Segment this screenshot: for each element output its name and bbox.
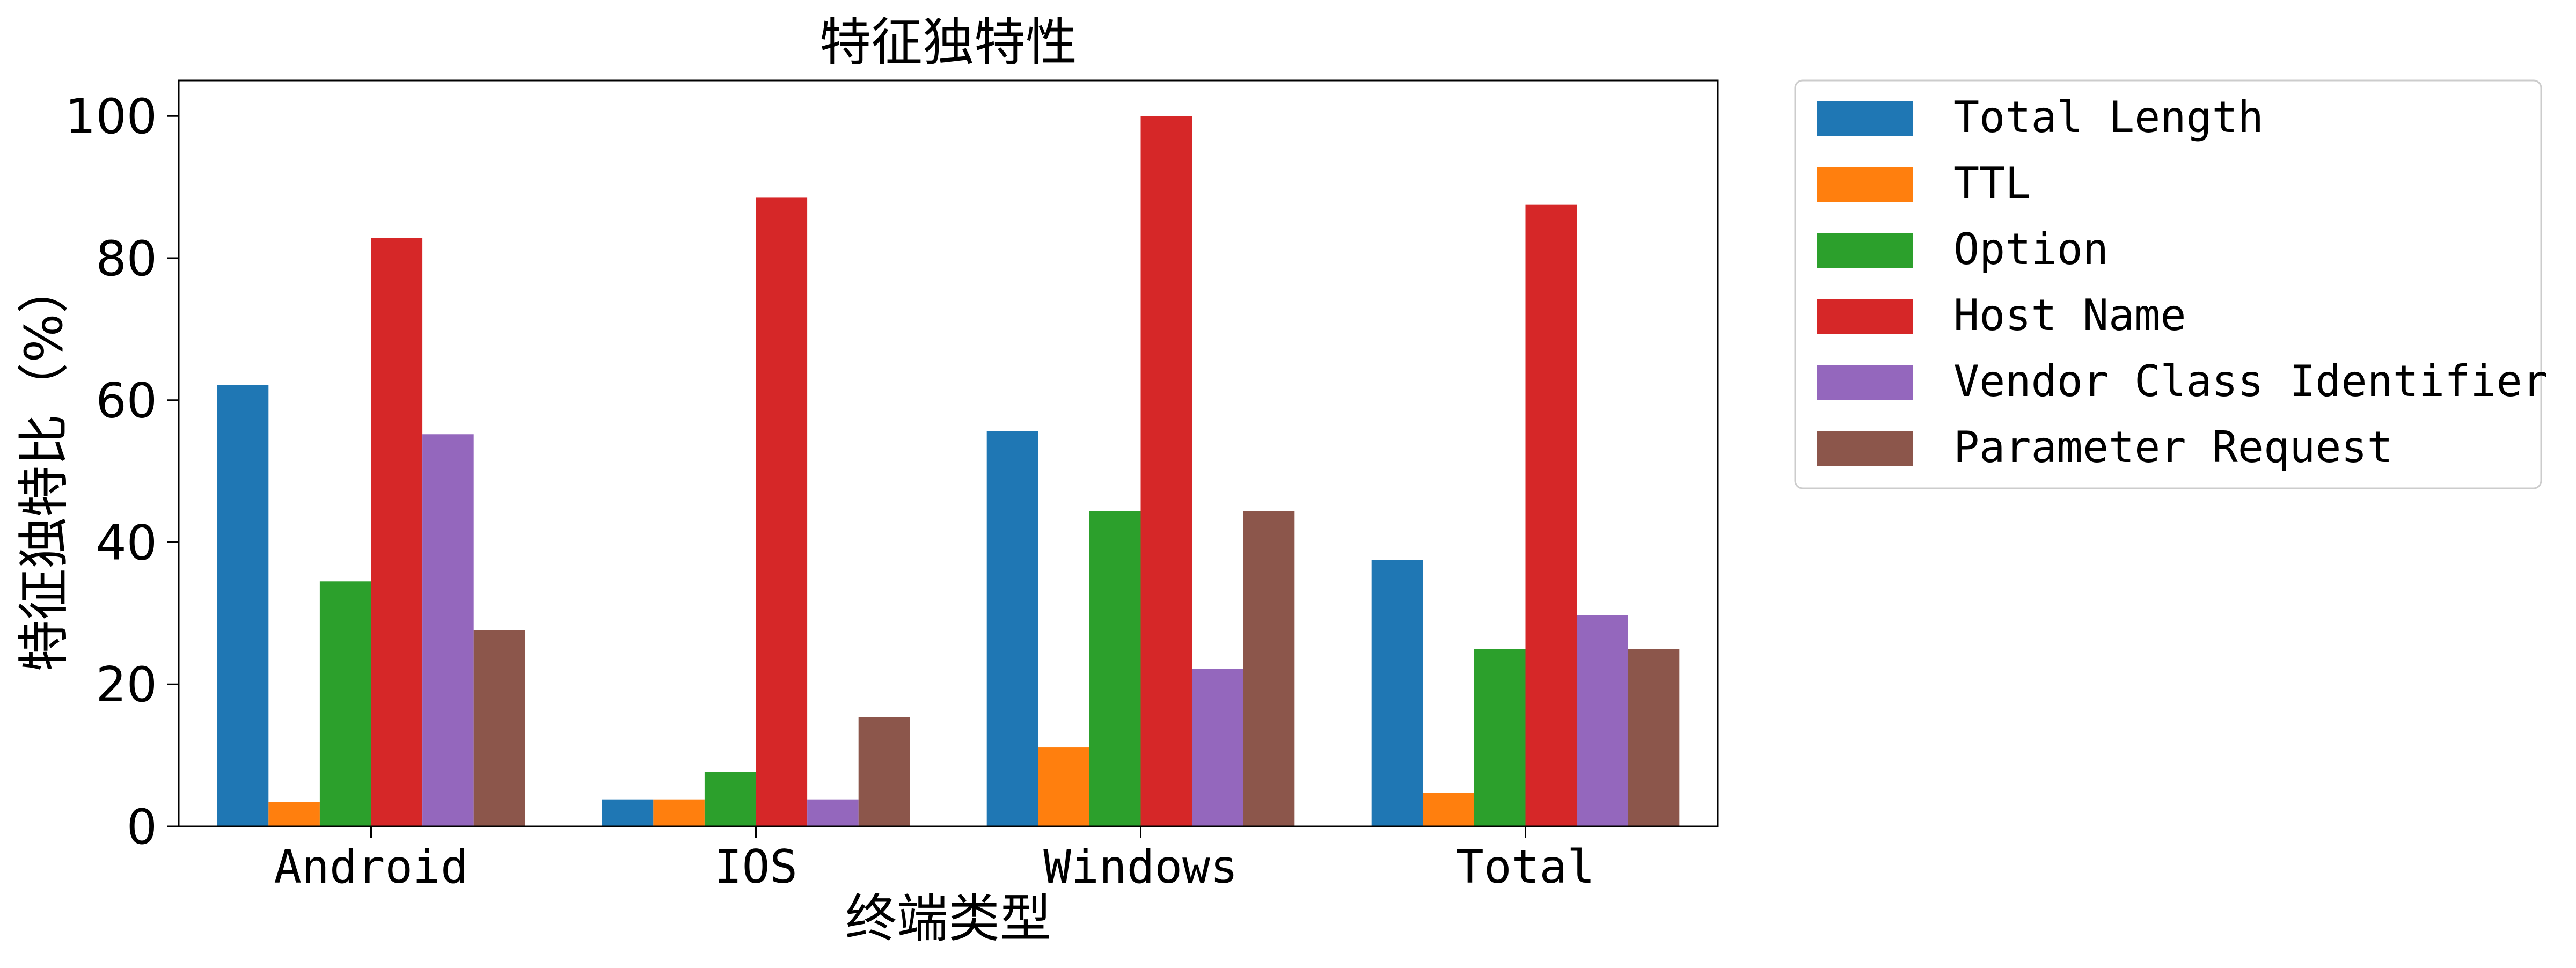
bar-option-android [319, 581, 371, 826]
bar-ttl-total [1423, 793, 1474, 826]
legend-label-ttl: TTL [1953, 158, 2031, 208]
bars-layer [217, 116, 1680, 827]
legend: Total Length TTL Option Host Name Vendor Cla… [1794, 79, 2548, 489]
bar-vendor-class-identifier-total [1577, 615, 1628, 826]
legend-swatch-option [1817, 233, 1913, 268]
bar-ttl-ios [653, 799, 705, 826]
legend-swatch-vendor-class-identifier [1817, 365, 1913, 400]
bar-vendor-class-identifier-ios [807, 799, 859, 826]
legend-swatch-ttl [1817, 167, 1913, 202]
bar-host-name-windows [1140, 116, 1192, 827]
chart-title: 特征独特性 [819, 12, 1077, 72]
bar-vendor-class-identifier-android [422, 434, 474, 826]
legend-label-host-name: Host Name [1953, 290, 2186, 340]
bar-total-length-total [1371, 560, 1423, 826]
legend-label-total-length: Total Length [1953, 92, 2264, 142]
bar-ttl-windows [1038, 747, 1089, 826]
legend-label-parameter-request: Parameter Request [1953, 422, 2393, 472]
bar-parameter-request-total [1628, 649, 1680, 826]
legend-swatch-parameter-request [1817, 431, 1913, 466]
bar-total-length-windows [986, 431, 1038, 826]
y-axis-label: 特征独特比（%） [14, 262, 74, 671]
bar-ttl-android [268, 802, 320, 826]
y-tick-label: 20 [96, 657, 157, 713]
x-axis-label: 终端类型 [845, 889, 1051, 949]
bar-parameter-request-windows [1243, 511, 1295, 826]
x-tick-label: Android [274, 840, 468, 894]
y-tick-label: 0 [127, 799, 157, 855]
bar-vendor-class-identifier-windows [1192, 669, 1243, 826]
legend-label-option: Option [1953, 224, 2109, 274]
x-tick-label: Total [1456, 840, 1595, 894]
y-axis-ticks: 0 20 40 60 80 100 [65, 89, 179, 855]
x-tick-label: Windows [1043, 840, 1238, 894]
bar-parameter-request-ios [858, 717, 910, 826]
bar-option-windows [1089, 511, 1141, 826]
legend-items: Total Length TTL Option Host Name Vendor Cla… [1817, 92, 2548, 472]
bar-host-name-total [1525, 204, 1577, 827]
bar-parameter-request-android [473, 630, 525, 826]
y-tick-label: 80 [96, 231, 157, 287]
legend-swatch-total-length [1817, 101, 1913, 136]
bar-host-name-android [371, 238, 423, 826]
bar-option-total [1474, 649, 1526, 826]
legend-label-vendor-class-identifier: Vendor Class Identifier [1953, 356, 2548, 406]
plot-area-frame [178, 79, 1719, 827]
x-axis-ticks: Android IOS Windows Total [274, 826, 1595, 894]
y-tick-label: 60 [96, 373, 157, 429]
bar-option-ios [704, 772, 756, 826]
legend-swatch-host-name [1817, 299, 1913, 334]
bar-host-name-ios [756, 197, 808, 826]
y-tick-label: 40 [96, 515, 157, 571]
y-tick-label: 100 [65, 89, 157, 145]
bar-total-length-ios [602, 799, 654, 826]
x-tick-label: IOS [714, 840, 797, 894]
bar-total-length-android [217, 385, 269, 826]
legend-frame [1794, 79, 2542, 489]
